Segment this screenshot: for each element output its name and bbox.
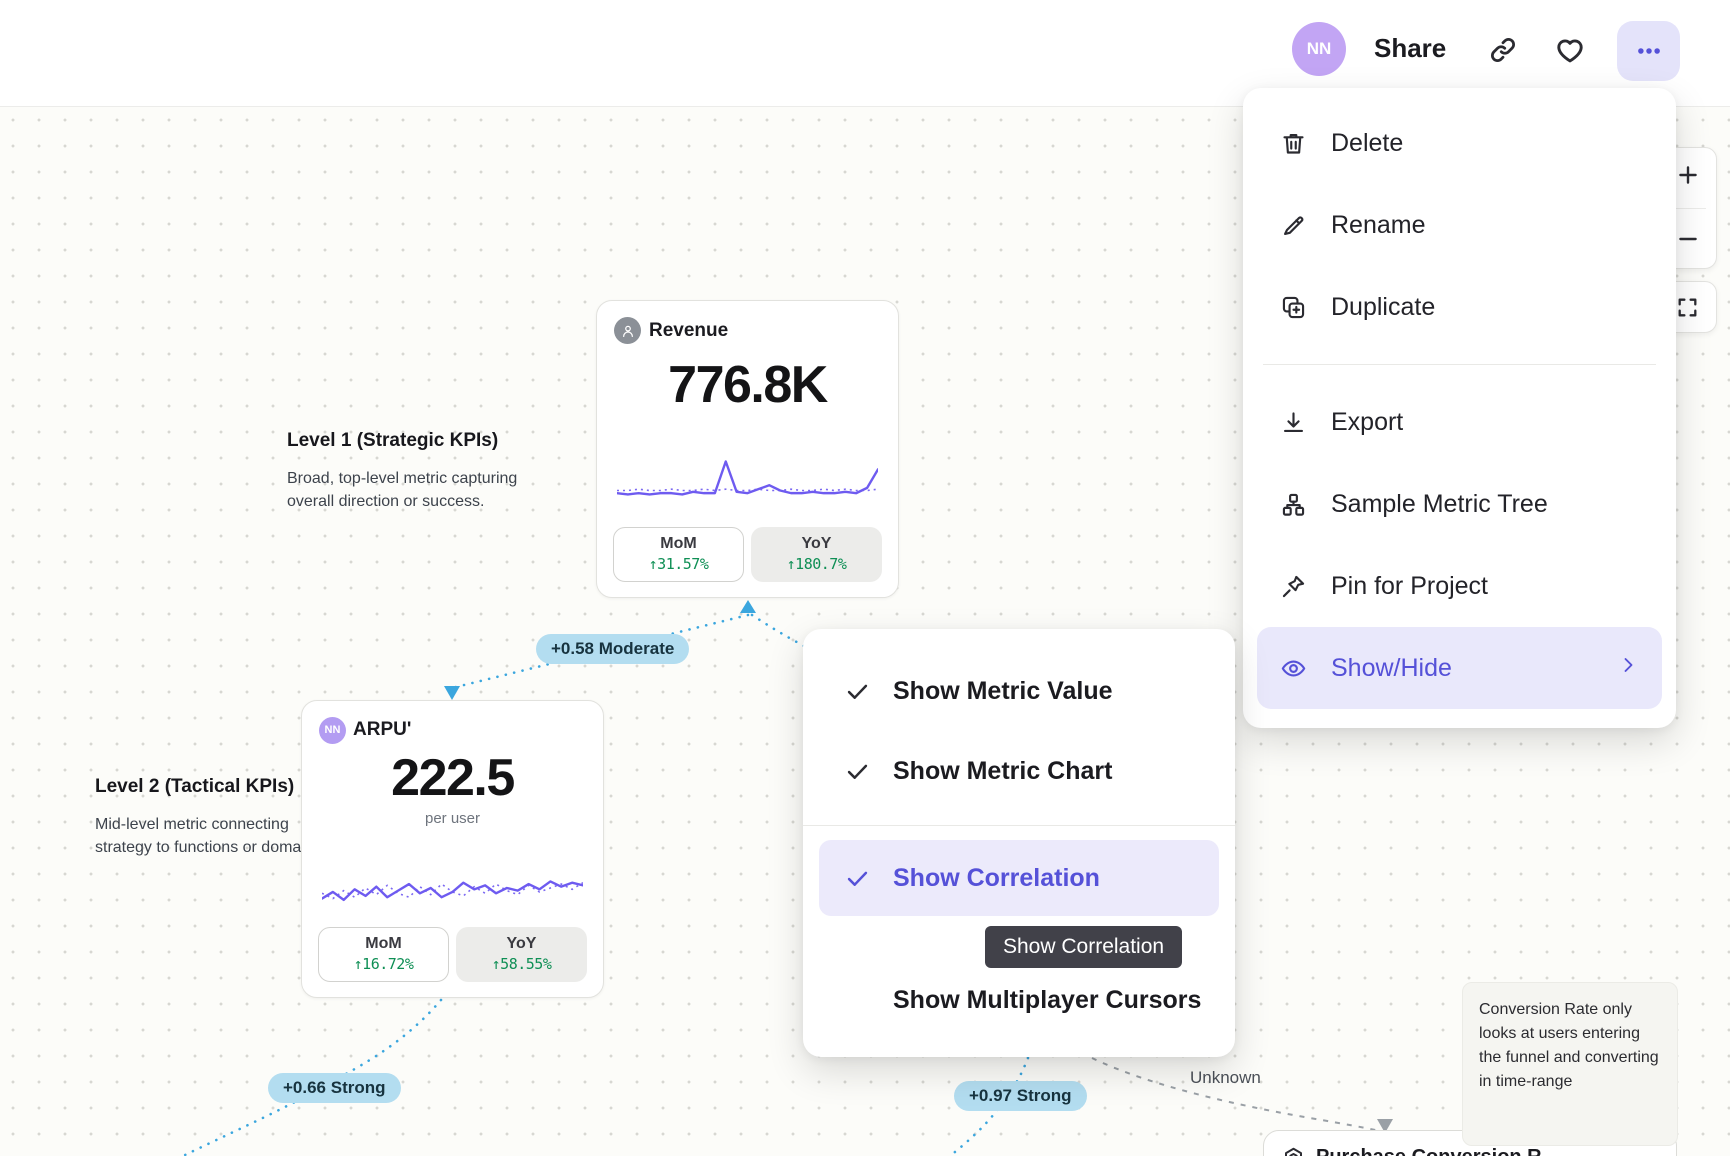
level2-annotation: Level 2 (Tactical KPIs) Mid-level metric… xyxy=(95,776,325,859)
menu-divider xyxy=(803,825,1235,826)
menu-item-rename[interactable]: Rename xyxy=(1257,184,1662,266)
menu-item-label: Rename xyxy=(1331,210,1426,239)
user-avatar[interactable]: NN xyxy=(1292,22,1346,76)
level1-annotation: Level 1 (Strategic KPIs) Broad, top-leve… xyxy=(287,430,577,513)
level2-title: Level 2 (Tactical KPIs) xyxy=(95,776,295,797)
chip-value: ↑31.57% xyxy=(648,555,709,573)
submenu-item-show-multiplayer-cursors[interactable]: Show Multiplayer Cursors xyxy=(803,960,1235,1040)
menu-item-sample-metric-tree[interactable]: Sample Metric Tree xyxy=(1257,463,1662,545)
correlation-badge: +0.66 Strong xyxy=(268,1073,401,1103)
metric-card-revenue[interactable]: Revenue 776.8K MoM ↑31.57% YoY ↑180.7% xyxy=(596,300,899,598)
share-button[interactable]: Share xyxy=(1374,33,1447,63)
eye-icon xyxy=(1279,654,1307,682)
metric-hexagon-icon xyxy=(1285,1147,1302,1156)
duplicate-icon xyxy=(1279,293,1307,321)
level1-title: Level 1 (Strategic KPIs) xyxy=(287,430,499,451)
card-title: ARPU' xyxy=(353,719,412,740)
pencil-icon xyxy=(1279,211,1307,239)
menu-item-delete[interactable]: Delete xyxy=(1257,102,1662,184)
owner-avatar: NN xyxy=(319,716,346,744)
check-icon xyxy=(843,864,871,892)
chip-label: YoY xyxy=(801,535,832,552)
metric-sparkline xyxy=(322,859,583,917)
submenu-item-label: Show Metric Chart xyxy=(893,756,1113,785)
metric-value: 222.5 xyxy=(391,749,515,807)
heart-icon xyxy=(1557,39,1583,63)
menu-item-label: Sample Metric Tree xyxy=(1331,489,1548,518)
link-icon xyxy=(1491,38,1515,62)
expand-icon xyxy=(1678,298,1697,317)
submenu-item-label: Show Multiplayer Cursors xyxy=(893,985,1202,1014)
card-title: Revenue xyxy=(649,319,729,341)
metric-sparkline xyxy=(617,447,878,505)
owner-avatar-icon xyxy=(614,317,641,344)
check-icon xyxy=(843,677,871,705)
menu-item-export[interactable]: Export xyxy=(1257,381,1662,463)
metric-value: 776.8K xyxy=(668,356,828,414)
tree-icon xyxy=(1279,490,1307,518)
menu-item-show-hide[interactable]: Show/Hide xyxy=(1257,627,1662,709)
chip-value: ↑16.72% xyxy=(353,955,414,973)
menu-item-label: Show/Hide xyxy=(1331,653,1452,682)
mom-toggle[interactable]: MoM ↑16.72% xyxy=(318,927,449,982)
pin-icon xyxy=(1279,572,1307,600)
download-icon xyxy=(1279,408,1307,436)
chip-label: YoY xyxy=(506,935,537,952)
chip-label: MoM xyxy=(660,535,697,552)
plus-icon xyxy=(1678,166,1697,184)
show-hide-submenu: Show Metric Value Show Metric Chart Show… xyxy=(803,629,1235,1057)
menu-item-label: Delete xyxy=(1331,128,1404,157)
mom-toggle[interactable]: MoM ↑31.57% xyxy=(613,527,744,582)
canvas-note[interactable]: Conversion Rate only looks at users ente… xyxy=(1462,982,1678,1146)
trash-icon xyxy=(1279,129,1307,157)
metric-unit: per user xyxy=(424,810,481,827)
ellipsis-icon xyxy=(1637,48,1660,54)
submenu-item-show-correlation[interactable]: Show Correlation xyxy=(819,840,1219,916)
minus-icon xyxy=(1678,237,1697,241)
fit-view-button[interactable] xyxy=(1659,295,1716,320)
tooltip: Show Correlation xyxy=(985,926,1183,968)
menu-item-label: Pin for Project xyxy=(1331,571,1489,600)
zoom-out-button[interactable] xyxy=(1659,226,1716,252)
copy-link-button[interactable] xyxy=(1483,30,1523,70)
level2-description: Mid-level metric connecting strategy to … xyxy=(95,816,302,856)
submenu-item-show-metric-chart[interactable]: Show Metric Chart xyxy=(803,731,1235,811)
menu-item-label: Duplicate xyxy=(1331,292,1436,321)
menu-item-pin-for-project[interactable]: Pin for Project xyxy=(1257,545,1662,627)
chip-value: ↑58.55% xyxy=(491,955,552,973)
yoy-toggle[interactable]: YoY ↑180.7% xyxy=(751,527,882,582)
correlation-badge: +0.97 Strong xyxy=(954,1081,1087,1111)
favorite-button[interactable] xyxy=(1549,29,1591,71)
context-menu: Delete Rename Duplicate Export Sample M xyxy=(1243,88,1676,728)
chip-value: ↑180.7% xyxy=(786,555,847,573)
level1-description: Broad, top-level metric capturing overal… xyxy=(287,470,518,510)
more-options-button[interactable] xyxy=(1617,21,1680,81)
card-title: Purchase Conversion R xyxy=(1316,1146,1659,1156)
submenu-item-label: Show Metric Value xyxy=(893,676,1113,705)
zoom-in-button[interactable] xyxy=(1659,162,1716,188)
check-icon xyxy=(843,757,871,785)
metric-card-arpu[interactable]: ARPU' NN 222.5 per user MoM ↑16.72% YoY … xyxy=(301,700,604,998)
chip-label: MoM xyxy=(365,935,402,952)
submenu-item-label: Show Correlation xyxy=(893,863,1100,892)
correlation-badge: +0.58 Moderate xyxy=(536,634,690,664)
chevron-right-icon xyxy=(1616,653,1640,684)
yoy-toggle[interactable]: YoY ↑58.55% xyxy=(456,927,587,982)
menu-divider xyxy=(1263,364,1656,365)
correlation-unknown-label: Unknown xyxy=(1190,1068,1261,1087)
submenu-item-show-metric-value[interactable]: Show Metric Value xyxy=(803,651,1235,731)
menu-item-label: Export xyxy=(1331,407,1404,436)
menu-item-duplicate[interactable]: Duplicate xyxy=(1257,266,1662,348)
